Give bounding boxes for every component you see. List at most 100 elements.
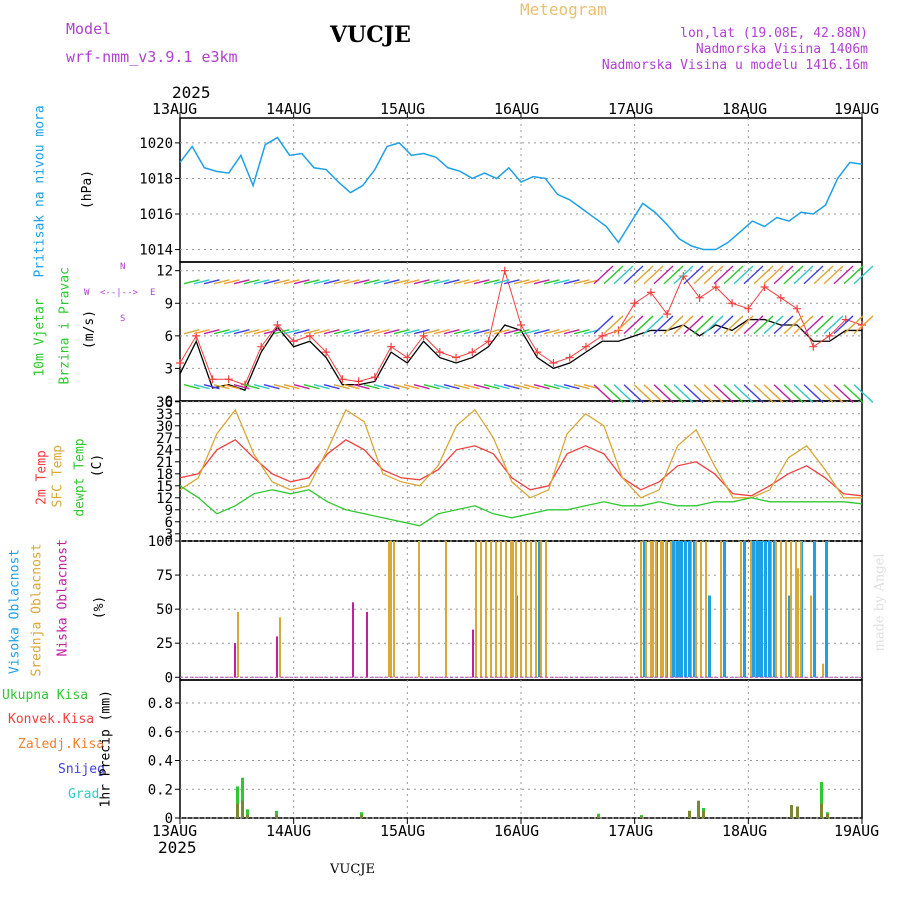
cloud-low-bar [276,636,278,678]
wind-barb [803,315,824,335]
gust-marker [565,353,574,362]
wind-barb [283,329,300,335]
wind-barb [533,384,550,390]
t2m-line [179,439,863,497]
cloud-mid-bar [535,541,537,678]
wind-barb [473,329,490,335]
wind-barb [683,265,704,285]
wind-barb [313,384,330,390]
wind-barb [183,329,200,335]
cloud-high-bar [764,541,767,678]
wind-barb [643,384,664,403]
wind-barb [823,384,844,403]
wind-barb [823,265,844,285]
wind-barb [643,315,664,335]
wind-barb [853,265,874,285]
wind-barb [303,384,320,390]
wind-barb [413,329,430,335]
wind-barb [183,279,200,285]
cloud-mid-bar [705,541,707,678]
wind-barb [773,384,794,403]
wind-barb [403,279,420,285]
wind-barb [443,384,460,390]
precip-conv-bar [790,805,793,818]
wind-barb [213,329,230,335]
precip-conv-bar [275,815,278,818]
pressure-line [179,136,863,251]
date-label: 17AUG [608,822,654,840]
wind-barb [783,315,804,335]
wind-barb [613,384,634,403]
date-label: 15AUG [380,100,426,118]
wind-barb [523,384,540,390]
cloud-mid-bar [800,541,802,678]
elevation: Nadmorska Visina 1406m [695,42,868,57]
wind-barb [613,315,634,335]
wind-barb [333,329,350,335]
year-top: 2025 [172,83,211,102]
wind-barb [233,329,250,335]
wind-barb [503,384,520,390]
gust-marker [825,331,834,340]
wind-barb [543,329,560,335]
gust-marker [224,375,233,384]
wind-barb [573,329,590,335]
wind-barb [263,329,280,335]
cloud-mid-bar [279,617,281,678]
precip-conv-bar [796,806,799,818]
cloud-mid-bar [445,541,447,678]
wind-barb [773,265,794,285]
wind-barb [433,384,450,390]
wind-barb [593,315,614,335]
wind-barb [643,265,664,285]
gust-marker [435,348,444,357]
wind-barb [763,265,784,285]
precip-conv-bar [826,813,829,818]
cloud-mid-bar [785,541,787,678]
cloud-mid-bar [665,541,667,678]
wind-barb [423,279,440,285]
cloud-high-bar [708,595,711,678]
wind-barb [403,329,420,335]
compass-icon: N W E S <--|--> [84,262,155,324]
wind-barb [733,265,754,285]
gust-marker [549,358,558,367]
cloud-high-bar [693,541,696,678]
tick-label: 9 [165,296,173,312]
cloud-low-bar [352,602,354,678]
wind-barb [183,384,200,390]
gust-marker [419,331,428,340]
compass-w: W [84,288,90,298]
cloud-mid-bar [662,541,664,678]
wind-barb [333,384,350,390]
cloud-mid-bar [495,541,497,678]
wind-barb [633,265,654,285]
wind-barb [403,384,420,390]
cloud-mid-bar [640,541,642,678]
cloud-high-bar [723,541,726,678]
tick-label: 25 [156,636,173,652]
wind-barb [283,384,300,390]
wind-barb [353,329,370,335]
wind-barb [543,384,560,390]
wind-barb [443,329,460,335]
date-label: 14AUG [266,822,312,840]
tick-label: 3 [165,527,173,543]
wind-barb [373,384,390,390]
cloud-mid-bar [485,541,487,678]
gust-marker [695,293,704,302]
gust-marker [403,353,412,362]
date-label: 13AUG [152,100,198,118]
cloud-high-bar [743,541,746,678]
tick-label: 30 [156,419,173,435]
wind-barb [673,265,694,285]
wind-barb [223,279,240,285]
tick-label: 1018 [139,171,173,187]
wind-barb [733,384,754,403]
cloud-mid-bar [655,541,657,678]
wind-barb [843,384,864,403]
precip-total-label: Ukupna Kisa [2,688,89,703]
wind-barb [673,384,694,403]
cloud-mid-bar [652,541,654,678]
wind-barb [763,315,784,335]
